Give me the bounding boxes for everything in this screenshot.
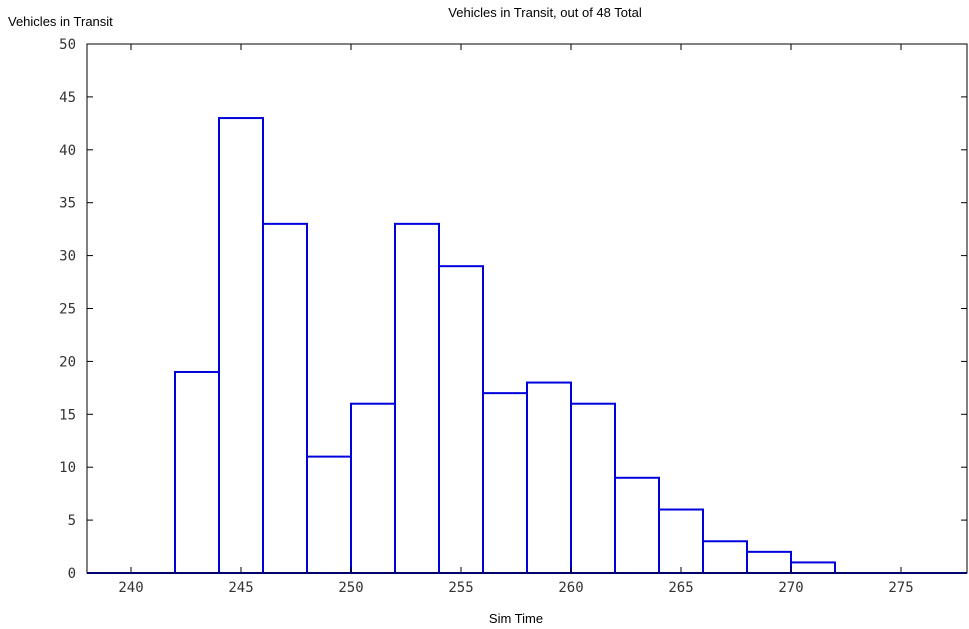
histogram-bar-14 bbox=[702, 540, 748, 575]
x-tick-label: 245 bbox=[228, 580, 253, 596]
x-tick-label: 250 bbox=[338, 580, 363, 596]
x-tick-label: 270 bbox=[778, 580, 803, 596]
chart-title: Vehicles in Transit, out of 48 Total bbox=[448, 5, 642, 20]
ticks-group: 240 245 250 255 260 265 270 275 0 5 10 15 20 25 30 35 40… bbox=[59, 37, 967, 596]
y-tick-label: 10 bbox=[59, 460, 76, 476]
histogram-bar-7 bbox=[394, 222, 440, 575]
y-tick-label: 20 bbox=[59, 354, 76, 370]
y-axis-label: Vehicles in Transit bbox=[8, 14, 113, 29]
histogram-bar-15 bbox=[746, 550, 792, 575]
histogram-bar-9 bbox=[482, 392, 528, 575]
histogram-bar-13 bbox=[658, 508, 704, 574]
bars-group bbox=[87, 117, 967, 575]
histogram-bar-6 bbox=[350, 402, 396, 574]
histogram-bar-11 bbox=[570, 402, 616, 574]
histogram-bar-10 bbox=[526, 381, 572, 574]
y-tick-label: 5 bbox=[68, 513, 76, 529]
y-tick-label: 35 bbox=[59, 196, 76, 212]
histogram-bar-16 bbox=[790, 561, 836, 574]
histogram-bar-8 bbox=[438, 265, 484, 574]
x-tick-label: 240 bbox=[118, 580, 143, 596]
histogram-bar-3 bbox=[218, 117, 264, 574]
plot-frame bbox=[86, 43, 968, 574]
y-tick-label: 50 bbox=[59, 37, 76, 53]
x-tick-label: 260 bbox=[558, 580, 583, 596]
x-tick-label: 265 bbox=[668, 580, 693, 596]
y-tick-label: 0 bbox=[68, 566, 76, 582]
histogram-bar-5 bbox=[306, 455, 352, 574]
y-tick-label: 45 bbox=[59, 90, 76, 106]
x-tick-label: 255 bbox=[448, 580, 473, 596]
y-tick-label: 25 bbox=[59, 302, 76, 318]
histogram-bar-2 bbox=[174, 370, 220, 575]
y-tick-label: 15 bbox=[59, 407, 76, 423]
y-tick-label: 40 bbox=[59, 143, 76, 159]
histogram-bar-4 bbox=[262, 222, 308, 575]
x-axis-label: Sim Time bbox=[489, 611, 543, 626]
histogram-bar-12 bbox=[614, 476, 660, 574]
y-tick-label: 30 bbox=[59, 249, 76, 265]
x-tick-label: 275 bbox=[888, 580, 913, 596]
